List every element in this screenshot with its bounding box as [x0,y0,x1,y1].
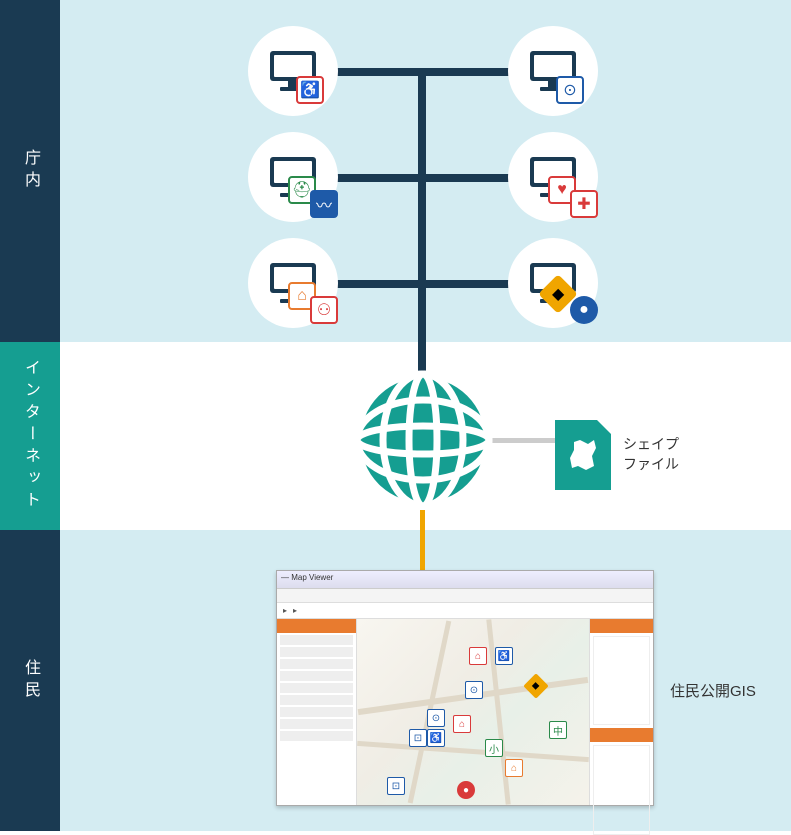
diagram-canvas: 庁内 インターネット 住民 ♿⊙⛑〰♥✚⌂⚇◆● シェイプ ファイル [0,0,791,831]
map-marker-icon: 中 [549,721,567,739]
map-marker-icon: ⌂ [505,759,523,777]
map-marker-icon: ⌂ [469,647,487,665]
map-marker-icon: ⊡ [409,729,427,747]
screenshot-titlebar: — Map Viewer [277,571,653,589]
gis-screenshot: — Map Viewer ▸▸ ⌂♿◆⌂⊙♿⊡小中⌂●⊡⊙ [276,570,654,806]
resident-gis-label: 住民公開GIS [670,680,756,701]
sidebar-label-resident: 住民 [18,659,42,703]
map-marker-icon: ♿ [495,647,513,665]
pc-5: ⌂⚇ [248,238,338,328]
pc-badge-icon: ⚇ [310,296,338,324]
map-marker-icon: 小 [485,739,503,757]
globe-icon [353,370,493,510]
sidebar-resident: 住民 [0,530,60,831]
screenshot-toolbar [277,589,653,603]
screenshot-left-panel [277,619,357,805]
map-marker-icon: ⊙ [427,709,445,727]
connector-shapefile [490,438,558,443]
shapefile-block: シェイプ ファイル [555,420,679,490]
sidebar-label-internal: 庁内 [18,149,42,193]
pc-1: ♿ [248,26,338,116]
pc-badge-icon: ⊙ [556,76,584,104]
map-marker-icon: ♿ [427,729,445,747]
sidebar-internal: 庁内 [0,0,60,342]
pc-badge-icon: ✚ [570,190,598,218]
screenshot-tabs: ▸▸ [277,603,653,619]
pc-badge-icon: ♿ [296,76,324,104]
pc-6: ◆● [508,238,598,328]
screenshot-map: ⌂♿◆⌂⊙♿⊡小中⌂●⊡⊙ [357,619,589,805]
map-marker-icon: ⌂ [453,715,471,733]
map-marker-icon: ⊡ [387,777,405,795]
pc-3: ⛑〰 [248,132,338,222]
pc-badge-icon: 〰 [310,190,338,218]
pc-badge-icon: ● [570,296,598,324]
map-marker-icon: ● [457,781,475,799]
shapefile-doc-icon [555,420,611,490]
sidebar-internet: インターネット [0,342,60,530]
sidebar-label-internet: インターネット [18,359,42,513]
map-marker-icon: ◆ [523,673,548,698]
screenshot-right-panel [589,619,653,805]
pc-4: ♥✚ [508,132,598,222]
map-marker-icon: ⊙ [465,681,483,699]
shapefile-label: シェイプ ファイル [623,435,679,474]
pc-2: ⊙ [508,26,598,116]
